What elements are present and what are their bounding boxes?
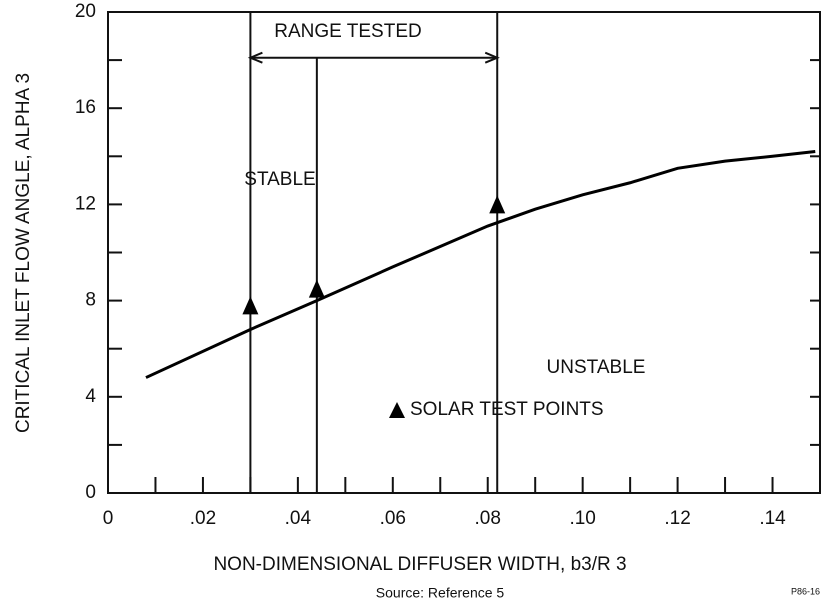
legend-label: SOLAR TEST POINTS: [410, 399, 604, 420]
y-tick-label: 16: [75, 97, 96, 118]
legend-marker: [389, 402, 405, 418]
test-point: [489, 195, 506, 214]
x-tick-label: .14: [759, 508, 786, 529]
x-tick-label: .02: [190, 508, 216, 529]
plot-frame: [107, 11, 821, 494]
curve: [145, 149, 816, 379]
source: Source: Reference 5: [376, 585, 505, 601]
x-tick-label: .04: [285, 508, 312, 529]
test-point: [242, 296, 259, 315]
y-tick-label: 0: [85, 482, 96, 503]
region-label: STABLE: [244, 169, 315, 190]
y-tick-label: 12: [75, 193, 96, 214]
range-label: RANGE TESTED: [274, 21, 421, 42]
arrow-head: [484, 51, 500, 64]
x-tick-label: .12: [664, 508, 690, 529]
x-tick-label: 0: [103, 508, 114, 529]
x-tick-label: .08: [475, 508, 501, 529]
region-label: UNSTABLE: [547, 357, 646, 378]
arrow-head: [247, 51, 263, 64]
x-tick-label: .06: [380, 508, 406, 529]
test-point: [308, 279, 325, 298]
y-axis-label: CRITICAL INLET FLOW ANGLE, ALPHA 3: [13, 73, 34, 433]
figure-code: P86-16: [791, 586, 820, 596]
x-axis-label: NON-DIMENSIONAL DIFFUSER WIDTH, b3/R 3: [213, 554, 626, 575]
y-tick-label: 8: [85, 290, 96, 311]
y-tick-label: 20: [75, 1, 96, 22]
x-tick-label: .10: [569, 508, 595, 529]
y-tick-label: 4: [85, 386, 96, 407]
